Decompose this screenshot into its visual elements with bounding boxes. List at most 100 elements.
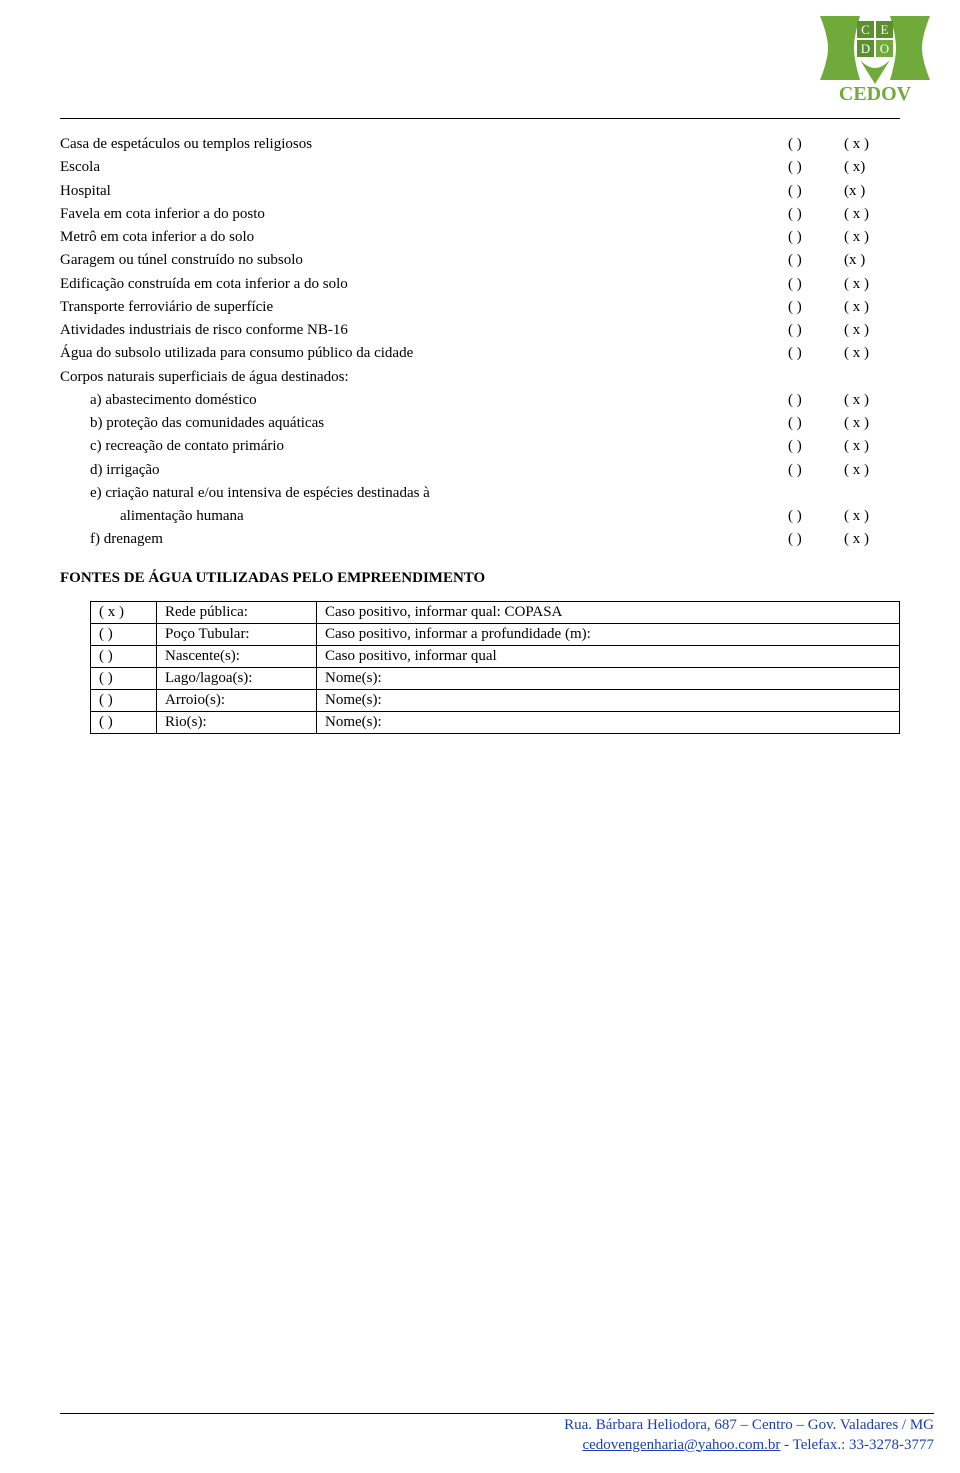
fonte-desc: Nome(s):	[317, 667, 900, 689]
item-col2: ( x)	[844, 156, 900, 179]
fonte-mark: ( )	[91, 623, 157, 645]
item-row: Transporte ferroviário de superfície( )(…	[60, 296, 900, 319]
item-col2: ( x )	[844, 342, 900, 365]
footer-divider	[60, 1413, 934, 1414]
svg-text:CEDOV: CEDOV	[839, 83, 912, 104]
fonte-source: Nascente(s):	[157, 645, 317, 667]
item-row: Metrô em cota inferior a do solo( )( x )	[60, 226, 900, 249]
fonte-source: Rio(s):	[157, 711, 317, 733]
logo: C E D O CEDOV	[816, 8, 934, 104]
item-row: a) abastecimento doméstico( )( x )	[60, 389, 900, 412]
item-row: Edificação construída em cota inferior a…	[60, 273, 900, 296]
table-row: ( )Nascente(s):Caso positivo, informar q…	[91, 645, 900, 667]
item-row: Água do subsolo utilizada para consumo p…	[60, 342, 900, 365]
item-label: b) proteção das comunidades aquáticas	[60, 412, 788, 435]
fonte-mark: ( )	[91, 711, 157, 733]
item-label: Transporte ferroviário de superfície	[60, 296, 788, 319]
footer-email: cedovengenharia@yahoo.com.br	[582, 1437, 780, 1453]
item-row: d) irrigação( )( x )	[60, 459, 900, 482]
table-row: ( )Lago/lagoa(s):Nome(s):	[91, 667, 900, 689]
item-row: c) recreação de contato primário( )( x )	[60, 435, 900, 458]
fonte-desc: Caso positivo, informar a profundidade (…	[317, 623, 900, 645]
fonte-desc: Caso positivo, informar qual: COPASA	[317, 601, 900, 623]
fonte-source: Arroio(s):	[157, 689, 317, 711]
item-label: a) abastecimento doméstico	[60, 389, 788, 412]
table-row: ( )Poço Tubular:Caso positivo, informar …	[91, 623, 900, 645]
item-col2: ( x )	[844, 319, 900, 342]
item-col2: ( x )	[844, 133, 900, 156]
fonte-mark: ( )	[91, 645, 157, 667]
item-col1: ( )	[788, 180, 844, 203]
fonte-mark: ( )	[91, 667, 157, 689]
item-row: alimentação humana( )( x )	[60, 505, 900, 528]
item-label: f) drenagem	[60, 528, 788, 551]
item-row: Favela em cota inferior a do posto( )( x…	[60, 203, 900, 226]
top-divider	[60, 118, 900, 119]
fontes-table: ( x )Rede pública:Caso positivo, informa…	[90, 601, 900, 734]
item-col2: ( x )	[844, 459, 900, 482]
fonte-desc: Nome(s):	[317, 711, 900, 733]
svg-text:C: C	[861, 22, 870, 37]
item-col2: ( x )	[844, 528, 900, 551]
item-col2: ( x )	[844, 505, 900, 528]
cedov-logo-icon: C E D O CEDOV	[816, 8, 934, 104]
item-label: Atividades industriais de risco conforme…	[60, 319, 788, 342]
item-col1: ( )	[788, 319, 844, 342]
item-label: d) irrigação	[60, 459, 788, 482]
item-label: alimentação humana	[60, 505, 788, 528]
fonte-mark: ( x )	[91, 601, 157, 623]
footer-phone: - Telefax.: 33-3278-3777	[780, 1437, 934, 1453]
svg-text:D: D	[861, 41, 870, 56]
svg-text:O: O	[880, 41, 889, 56]
item-row: Atividades industriais de risco conforme…	[60, 319, 900, 342]
item-label: e) criação natural e/ou intensiva de esp…	[60, 482, 788, 505]
item-label: c) recreação de contato primário	[60, 435, 788, 458]
footer: Rua. Bárbara Heliodora, 687 – Centro – G…	[60, 1406, 934, 1456]
fonte-desc: Nome(s):	[317, 689, 900, 711]
item-col2: ( x )	[844, 203, 900, 226]
item-col1: ( )	[788, 203, 844, 226]
item-row: Escola( )( x)	[60, 156, 900, 179]
item-col1: ( )	[788, 528, 844, 551]
item-col2: ( x )	[844, 273, 900, 296]
item-row: Garagem ou túnel construído no subsolo( …	[60, 249, 900, 272]
item-label: Hospital	[60, 180, 788, 203]
item-col1: ( )	[788, 389, 844, 412]
item-col1: ( )	[788, 296, 844, 319]
item-row: b) proteção das comunidades aquáticas( )…	[60, 412, 900, 435]
item-label: Garagem ou túnel construído no subsolo	[60, 249, 788, 272]
fonte-source: Poço Tubular:	[157, 623, 317, 645]
page-content: Casa de espetáculos ou templos religioso…	[0, 0, 960, 734]
item-label: Favela em cota inferior a do posto	[60, 203, 788, 226]
item-col1: ( )	[788, 412, 844, 435]
svg-text:E: E	[881, 22, 889, 37]
item-col1: ( )	[788, 435, 844, 458]
fonte-source: Rede pública:	[157, 601, 317, 623]
footer-address: Rua. Bárbara Heliodora, 687 – Centro – G…	[564, 1417, 934, 1433]
items-list: Casa de espetáculos ou templos religioso…	[60, 133, 900, 552]
item-label: Corpos naturais superficiais de água des…	[60, 366, 788, 389]
item-col1: ( )	[788, 273, 844, 296]
item-col2: ( x )	[844, 226, 900, 249]
table-row: ( )Arroio(s):Nome(s):	[91, 689, 900, 711]
item-row: Corpos naturais superficiais de água des…	[60, 366, 900, 389]
item-col1: ( )	[788, 505, 844, 528]
table-row: ( )Rio(s):Nome(s):	[91, 711, 900, 733]
item-row: f) drenagem( )( x )	[60, 528, 900, 551]
item-label: Casa de espetáculos ou templos religioso…	[60, 133, 788, 156]
item-label: Edificação construída em cota inferior a…	[60, 273, 788, 296]
item-row: Casa de espetáculos ou templos religioso…	[60, 133, 900, 156]
item-col2: (x )	[844, 249, 900, 272]
item-col2: (x )	[844, 180, 900, 203]
item-col1: ( )	[788, 459, 844, 482]
table-row: ( x )Rede pública:Caso positivo, informa…	[91, 601, 900, 623]
item-col1: ( )	[788, 133, 844, 156]
item-col2: ( x )	[844, 435, 900, 458]
item-col1: ( )	[788, 226, 844, 249]
item-col2: ( x )	[844, 389, 900, 412]
item-col1: ( )	[788, 156, 844, 179]
fonte-source: Lago/lagoa(s):	[157, 667, 317, 689]
item-col1: ( )	[788, 342, 844, 365]
item-col1: ( )	[788, 249, 844, 272]
section-title: FONTES DE ÁGUA UTILIZADAS PELO EMPREENDI…	[60, 570, 900, 587]
